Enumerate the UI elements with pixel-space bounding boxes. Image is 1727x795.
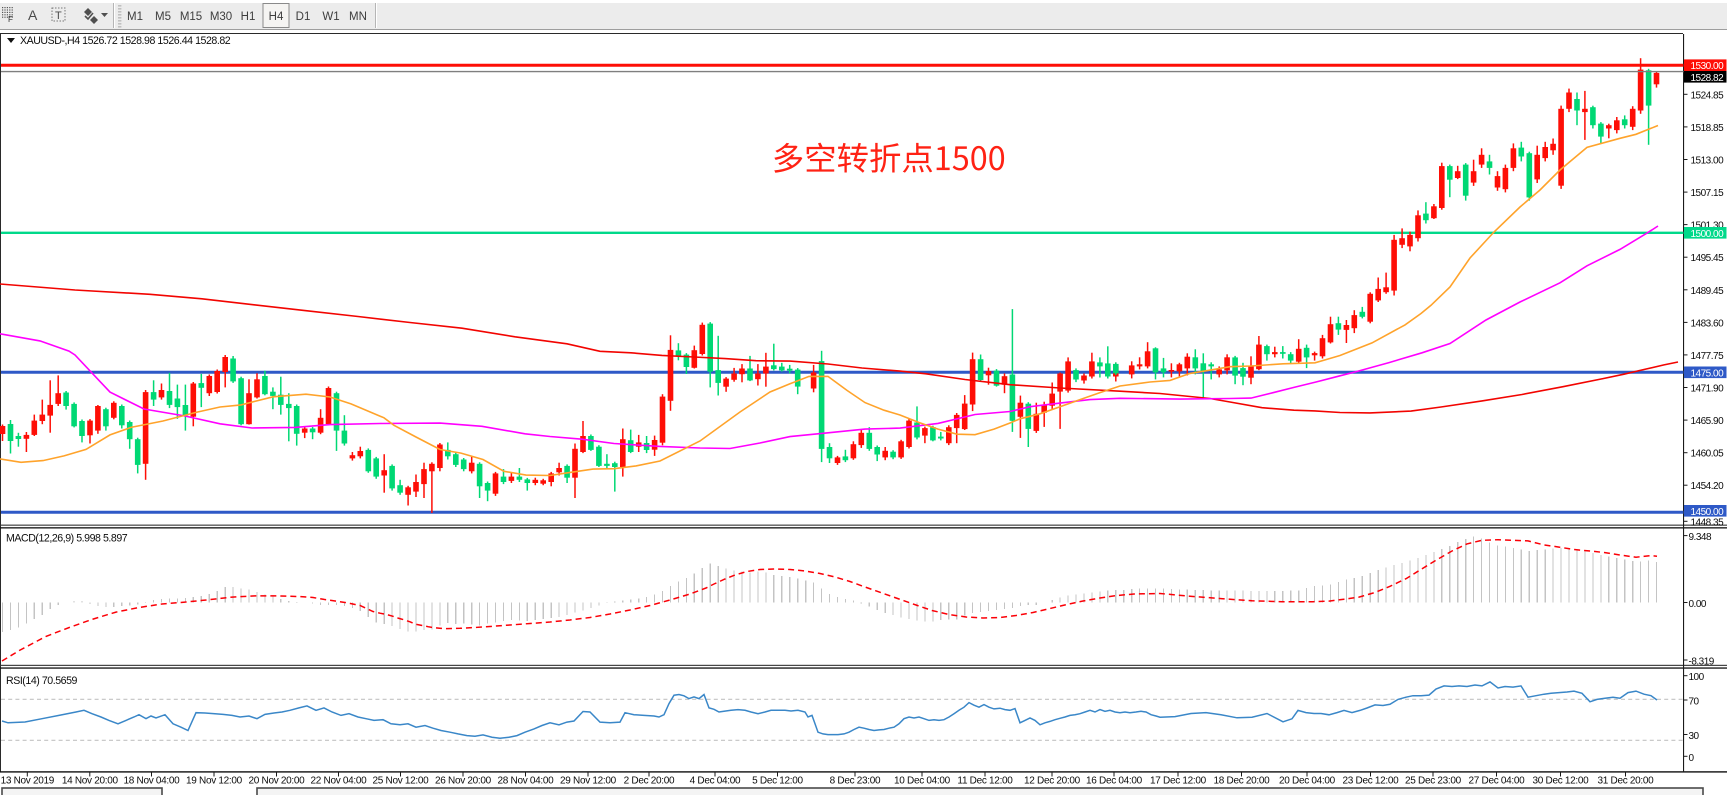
svg-text:10 Dec 04:00: 10 Dec 04:00 xyxy=(894,776,951,787)
svg-text:1500.00: 1500.00 xyxy=(1691,229,1725,240)
svg-text:4 Dec 04:00: 4 Dec 04:00 xyxy=(690,776,741,787)
svg-text:30: 30 xyxy=(1689,731,1700,742)
svg-text:2 Dec 20:00: 2 Dec 20:00 xyxy=(624,776,675,787)
svg-text:W1: W1 xyxy=(322,11,339,23)
svg-text:17 Dec 12:00: 17 Dec 12:00 xyxy=(1150,776,1207,787)
svg-text:14 Nov 20:00: 14 Nov 20:00 xyxy=(62,776,119,787)
svg-text:H1: H1 xyxy=(241,11,256,23)
svg-text:1513.00: 1513.00 xyxy=(1691,156,1725,167)
svg-text:70: 70 xyxy=(1689,697,1700,708)
svg-text:-8.319: -8.319 xyxy=(1689,657,1715,668)
svg-text:27 Dec 04:00: 27 Dec 04:00 xyxy=(1469,776,1526,787)
svg-text:1495.45: 1495.45 xyxy=(1691,253,1725,264)
svg-text:M5: M5 xyxy=(155,11,171,23)
svg-text:5 Dec 12:00: 5 Dec 12:00 xyxy=(752,776,803,787)
svg-text:T: T xyxy=(55,10,62,22)
svg-text:1450.00: 1450.00 xyxy=(1691,507,1725,518)
svg-text:1507.15: 1507.15 xyxy=(1691,188,1725,199)
svg-text:MACD(12,26,9) 5.998 5.897: MACD(12,26,9) 5.998 5.897 xyxy=(6,533,128,545)
svg-text:RSI(14) 70.5659: RSI(14) 70.5659 xyxy=(6,675,78,687)
svg-text:0.00: 0.00 xyxy=(1689,599,1707,610)
svg-text:1483.60: 1483.60 xyxy=(1691,318,1725,329)
svg-text:23 Dec 12:00: 23 Dec 12:00 xyxy=(1343,776,1400,787)
svg-text:1475.00: 1475.00 xyxy=(1691,368,1725,379)
svg-text:26 Nov 20:00: 26 Nov 20:00 xyxy=(435,776,492,787)
svg-text:25 Dec 23:00: 25 Dec 23:00 xyxy=(1405,776,1462,787)
svg-text:M15: M15 xyxy=(180,11,202,23)
svg-text:0: 0 xyxy=(1689,753,1695,764)
svg-text:8 Dec 23:00: 8 Dec 23:00 xyxy=(830,776,881,787)
svg-text:30 Dec 12:00: 30 Dec 12:00 xyxy=(1533,776,1590,787)
svg-text:MN: MN xyxy=(349,11,367,23)
svg-text:28 Nov 04:00: 28 Nov 04:00 xyxy=(498,776,555,787)
svg-text:20 Dec 04:00: 20 Dec 04:00 xyxy=(1279,776,1336,787)
svg-text:M30: M30 xyxy=(210,11,232,23)
svg-text:100: 100 xyxy=(1689,672,1705,683)
svg-text:F: F xyxy=(8,15,13,24)
svg-text:31 Dec 20:00: 31 Dec 20:00 xyxy=(1598,776,1655,787)
svg-text:XAUUSD-,H4 1526.72 1528.98 15: XAUUSD-,H4 1526.72 1528.98 1526.44 1528.… xyxy=(20,35,231,47)
svg-text:1528.82: 1528.82 xyxy=(1691,73,1725,84)
svg-text:1518.85: 1518.85 xyxy=(1691,123,1725,134)
svg-text:H4: H4 xyxy=(269,11,284,23)
svg-text:19 Nov 12:00: 19 Nov 12:00 xyxy=(186,776,243,787)
svg-text:M1: M1 xyxy=(127,11,143,23)
svg-text:D1: D1 xyxy=(296,11,311,23)
svg-text:13 Nov 2019: 13 Nov 2019 xyxy=(1,776,55,787)
svg-text:20 Nov 20:00: 20 Nov 20:00 xyxy=(249,776,306,787)
svg-text:22 Nov 04:00: 22 Nov 04:00 xyxy=(311,776,368,787)
svg-text:1460.05: 1460.05 xyxy=(1691,449,1725,460)
svg-text:1448.35: 1448.35 xyxy=(1691,517,1725,528)
svg-text:1530.00: 1530.00 xyxy=(1691,61,1725,72)
svg-text:11 Dec 12:00: 11 Dec 12:00 xyxy=(957,776,1013,787)
svg-text:18 Dec 20:00: 18 Dec 20:00 xyxy=(1214,776,1271,787)
svg-text:25 Nov 12:00: 25 Nov 12:00 xyxy=(373,776,430,787)
svg-text:1477.75: 1477.75 xyxy=(1691,351,1725,362)
svg-text:9.348: 9.348 xyxy=(1689,532,1712,543)
svg-text:1465.90: 1465.90 xyxy=(1691,416,1725,427)
svg-text:1471.90: 1471.90 xyxy=(1691,384,1725,395)
svg-text:18 Nov 04:00: 18 Nov 04:00 xyxy=(124,776,181,787)
svg-text:1489.45: 1489.45 xyxy=(1691,286,1725,297)
svg-text:1524.85: 1524.85 xyxy=(1691,90,1725,101)
svg-text:1501.30: 1501.30 xyxy=(1691,221,1725,232)
svg-text:1454.20: 1454.20 xyxy=(1691,481,1725,492)
svg-text:A: A xyxy=(28,7,38,23)
svg-text:16 Dec 04:00: 16 Dec 04:00 xyxy=(1086,776,1143,787)
svg-text:29 Nov 12:00: 29 Nov 12:00 xyxy=(560,776,617,787)
svg-text:12 Dec 20:00: 12 Dec 20:00 xyxy=(1024,776,1081,787)
